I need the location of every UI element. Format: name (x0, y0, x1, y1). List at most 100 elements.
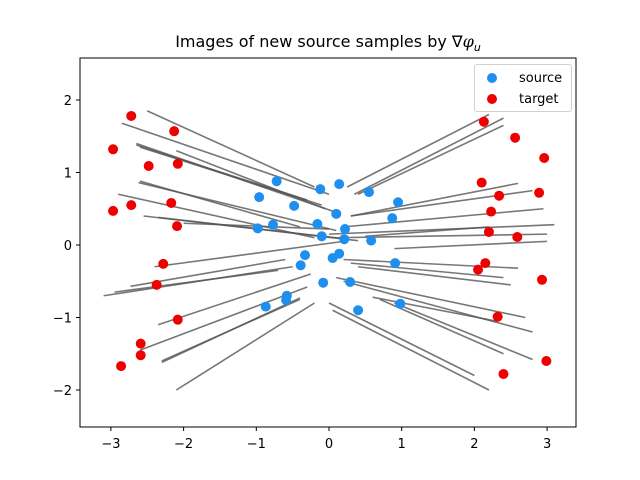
target-point (126, 200, 137, 211)
y-tick-label: −2 (53, 384, 72, 399)
target-point (473, 264, 484, 275)
x-tick-label: 2 (470, 437, 478, 452)
displacement-line (157, 273, 312, 326)
legend: source target (474, 64, 572, 112)
source-point (312, 218, 323, 229)
y-tick-label: 1 (64, 167, 72, 182)
displacement-line (114, 269, 279, 293)
source-point (260, 301, 271, 312)
target-point (478, 116, 489, 127)
displacement-line (357, 265, 511, 286)
source-point (334, 179, 345, 190)
target-points (108, 110, 552, 380)
source-point (334, 248, 345, 259)
y-tick-label: 0 (64, 239, 72, 254)
target-point (108, 144, 119, 155)
target-point (166, 197, 177, 208)
source-point (331, 208, 342, 219)
source-point (252, 223, 263, 234)
y-tick-label: −1 (53, 312, 72, 327)
displacement-line (336, 276, 526, 319)
legend-item-source: source (485, 68, 562, 88)
x-tick-label: 1 (398, 437, 406, 452)
x-tick-label: −1 (247, 437, 266, 452)
target-marker-icon (487, 94, 497, 104)
displacement-line (343, 280, 533, 333)
target-point (494, 190, 505, 201)
target-point (539, 153, 550, 163)
source-point (390, 258, 401, 269)
source-point (315, 184, 326, 195)
displacement-line (394, 240, 548, 250)
target-point (492, 311, 503, 322)
displacement-line (175, 302, 315, 391)
target-point (169, 126, 180, 137)
x-tick-label: 0 (325, 437, 333, 452)
displacement-line (343, 207, 544, 228)
target-point (480, 258, 491, 269)
displacement-line (332, 309, 490, 391)
displacement-line (372, 296, 497, 322)
target-point (486, 206, 497, 217)
source-point (318, 277, 329, 288)
title-phi-symbol: φ (462, 32, 474, 51)
displacement-line (328, 223, 555, 235)
source-point (254, 192, 265, 203)
title-subscript: u (473, 41, 481, 55)
source-point (271, 176, 282, 187)
x-tick-label: −2 (174, 437, 193, 452)
displacement-line (146, 110, 315, 188)
displacement-line (117, 193, 315, 239)
x-tick-label: 3 (543, 437, 551, 452)
target-point (151, 279, 162, 290)
target-point (158, 258, 169, 269)
source-point (395, 298, 406, 309)
displacement-line (343, 258, 519, 269)
target-point (126, 110, 137, 121)
axes-frame (79, 57, 577, 428)
target-point (135, 338, 146, 349)
displacement-line (346, 113, 490, 188)
target-point (510, 132, 521, 143)
target-point (108, 205, 119, 216)
displacement-line (357, 124, 504, 195)
source-point (300, 250, 311, 261)
target-point (541, 356, 552, 366)
displacement-line (394, 302, 533, 361)
displacement-line (350, 262, 504, 279)
target-point (534, 187, 545, 198)
displacement-line (161, 297, 301, 364)
source-point (268, 219, 279, 230)
source-point (295, 260, 306, 271)
legend-item-target: target (485, 89, 559, 109)
target-point (498, 369, 509, 380)
source-point (366, 235, 377, 246)
displacement-line (176, 150, 326, 210)
chart-title: Images of new source samples by ∇φu (80, 32, 576, 54)
displacement-line (354, 117, 504, 195)
displacement-line (154, 240, 344, 268)
source-point (345, 276, 356, 287)
x-axis-ticks: −3 −2 −1 0 1 2 3 (101, 427, 551, 452)
source-point (363, 187, 374, 198)
displacement-line (158, 216, 337, 239)
source-points (252, 176, 406, 316)
source-point (316, 231, 327, 242)
target-point (172, 221, 183, 232)
displacement-line (350, 182, 519, 217)
source-point (387, 213, 398, 224)
target-point (116, 361, 127, 372)
title-main-text: Images of new source samples by ∇ (175, 32, 463, 51)
target-point (476, 177, 487, 188)
source-point (339, 224, 350, 235)
displacement-line (136, 142, 337, 214)
source-point (281, 295, 292, 306)
displacement-line (139, 286, 308, 351)
source-point (289, 200, 300, 211)
target-point (143, 160, 154, 171)
legend-label-source: source (519, 70, 563, 86)
source-marker-icon (487, 73, 497, 83)
displacement-lines (103, 110, 555, 391)
